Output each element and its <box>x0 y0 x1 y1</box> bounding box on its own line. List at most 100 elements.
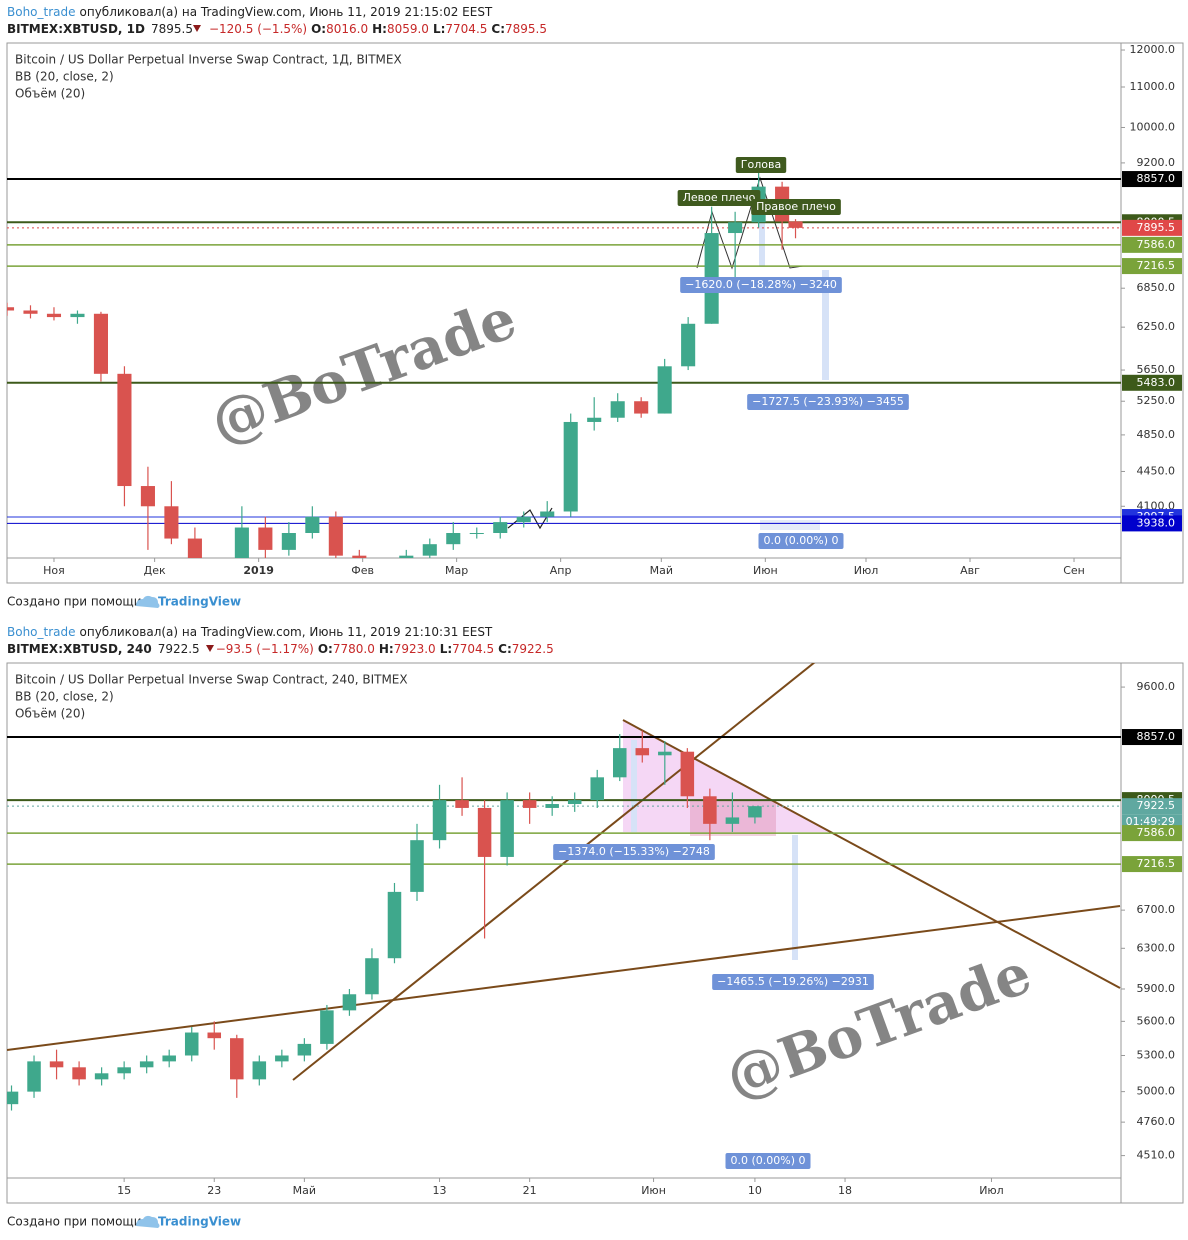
change: −93.5 (−1.17%) <box>216 642 314 656</box>
x-tick-label: Сен <box>1063 564 1085 577</box>
annotation-text: 0.0 (0.00%) 0 <box>730 1154 805 1167</box>
ohlc-label: H: <box>379 642 394 656</box>
candle-body <box>376 567 390 579</box>
indicator: Объём (20) <box>15 87 85 101</box>
level-label: 3938.0 <box>1137 516 1176 529</box>
ohlc-value: 8059.0 <box>387 22 429 36</box>
candle-body <box>342 994 357 1011</box>
publish-line: Boho_trade опубликовал(а) на TradingView.… <box>7 625 493 639</box>
annotation: −1374.0 (−15.33%) −2748 <box>553 844 715 860</box>
candle-body <box>634 401 649 414</box>
ohlc-label: O: <box>318 642 333 656</box>
x-tick-label: Апр <box>550 564 572 577</box>
publish-line: Boho_trade опубликовал(а) на TradingView.… <box>7 5 493 19</box>
countdown: 01:49:29 <box>1126 815 1175 828</box>
candle-body <box>23 310 38 314</box>
candle-body <box>725 817 740 824</box>
annotation-bg <box>677 190 761 206</box>
level-label: 7586.0 <box>1137 826 1176 839</box>
candle-body <box>590 777 604 801</box>
annotation-bg <box>725 1153 811 1169</box>
candle-body <box>748 806 762 818</box>
candle-body <box>117 373 132 487</box>
last-price: 7922.5 <box>158 642 200 656</box>
y-tick-label: 11000.0 <box>1130 80 1176 93</box>
candle-body <box>162 1055 176 1062</box>
y-tick-label: 10000.0 <box>1130 120 1176 133</box>
candle-body <box>70 313 85 318</box>
level-label-bg <box>1122 374 1182 391</box>
level-label: 5483.0 <box>1137 376 1176 389</box>
y-tick-label: 4510.0 <box>1137 1149 1176 1162</box>
indicator: Объём (20) <box>15 707 85 721</box>
candle-body <box>657 366 672 414</box>
author[interactable]: Boho_trade <box>7 625 76 639</box>
candle-body <box>788 221 803 228</box>
candle-body <box>658 751 672 756</box>
level-label: 8857.0 <box>1137 730 1176 743</box>
published: опубликовал(а) на TradingView.com, Июнь … <box>80 5 493 19</box>
level-label-bg <box>1122 258 1182 275</box>
candle-body <box>234 527 249 558</box>
candle-body <box>680 751 695 797</box>
annotation-text: −1374.0 (−15.33%) −2748 <box>558 845 710 858</box>
x-tick-label: Июл <box>854 564 879 577</box>
level-label: 7216.5 <box>1137 259 1176 272</box>
candle-body <box>139 1061 154 1068</box>
measure-area <box>631 740 637 832</box>
x-tick-label: Ноя <box>43 564 65 577</box>
annotation-bg <box>735 157 787 173</box>
annotation-bg <box>712 974 874 990</box>
down-arrow <box>193 25 201 32</box>
brand[interactable]: TradingView <box>158 1215 241 1229</box>
candle-body <box>522 800 537 808</box>
trend-line <box>292 663 816 1081</box>
published: опубликовал(а) на TradingView.com, Июнь … <box>80 625 493 639</box>
watermark: @BoTrade <box>717 940 1039 1111</box>
candle-body <box>46 313 62 318</box>
x-tick-label: Июн <box>753 564 778 577</box>
y-tick-label: 5900.0 <box>1137 982 1176 995</box>
measure-area <box>792 835 798 960</box>
level-label-bg <box>1122 171 1182 188</box>
x-tick-label: Июл <box>979 1184 1004 1197</box>
candle-body <box>297 1043 312 1056</box>
candle-body <box>305 516 320 534</box>
symbol-line: BITMEX:XBTUSD, 240 7922.5 −93.5 (−1.17%) O:… <box>7 642 554 656</box>
candle-body <box>681 323 696 367</box>
author[interactable]: Boho_trade <box>7 5 76 19</box>
ohlc-label: L: <box>440 642 452 656</box>
annotation: Голова <box>735 157 787 173</box>
candle-body <box>27 1061 41 1092</box>
ohlc-value: 7780.0 <box>333 642 375 656</box>
y-tick-label: 9600.0 <box>1137 680 1176 693</box>
candle-body <box>728 222 743 234</box>
annotation-text: Правое плечо <box>756 200 836 213</box>
candle-body <box>365 958 379 995</box>
candle-body <box>477 807 492 857</box>
footer: Создано при помощи <box>7 1215 142 1229</box>
annotation: −1727.5 (−23.93%) −3455 <box>747 394 909 410</box>
ohlc-label: H: <box>372 22 387 36</box>
y-tick-label: 5650.0 <box>1137 363 1176 376</box>
candle-body <box>563 421 578 512</box>
chart-frame <box>6 662 1184 1204</box>
level-label: 7895.5 <box>1137 221 1176 234</box>
x-tick-label: 2019 <box>243 564 274 577</box>
candle-body <box>469 533 484 535</box>
annotation: −1465.5 (−19.26%) −2931 <box>712 974 874 990</box>
x-tick-label: Июн <box>641 1184 666 1197</box>
level-label-bg <box>1122 798 1182 815</box>
annotation-bg <box>553 844 715 860</box>
candle-body <box>93 313 108 374</box>
ohlc-value: 7704.5 <box>445 22 487 36</box>
brand[interactable]: TradingView <box>158 595 241 609</box>
y-tick-label: 5000.0 <box>1137 1085 1176 1098</box>
level-label: 7586.0 <box>1137 238 1176 251</box>
candle-body <box>7 1091 19 1105</box>
annotation-text: −1620.0 (−18.28%) −3240 <box>685 278 837 291</box>
candle-body <box>446 533 461 545</box>
measure-area <box>759 188 765 266</box>
level-label-bg <box>1122 856 1182 873</box>
